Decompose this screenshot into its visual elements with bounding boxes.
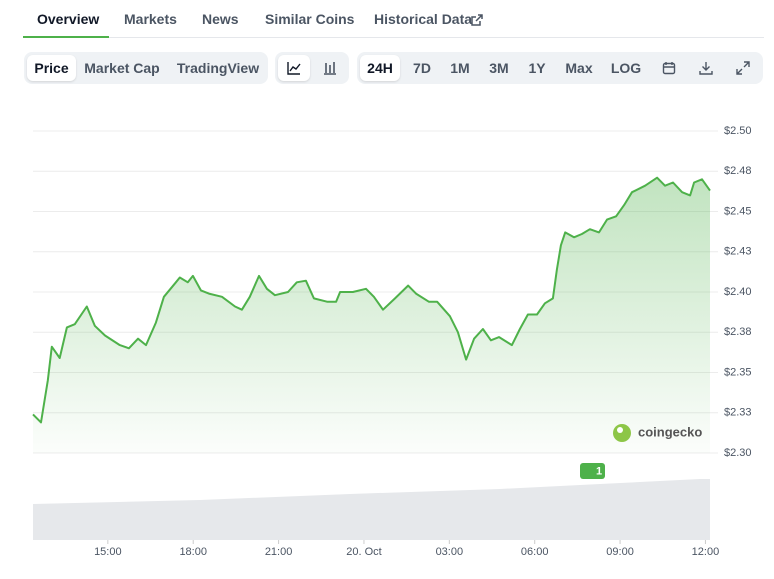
- x-tick-label: 12:00: [692, 546, 720, 558]
- line-chart-button[interactable]: [278, 55, 310, 81]
- y-tick-label: $2.35: [724, 366, 752, 378]
- line-icon: [287, 62, 301, 75]
- view-button[interactable]: Market Cap: [84, 60, 160, 76]
- tab-divider: [23, 37, 764, 38]
- candle-chart-button[interactable]: [314, 55, 346, 81]
- range-button[interactable]: 3M: [489, 60, 509, 76]
- range-button[interactable]: 1Y: [528, 60, 546, 76]
- candle-icon: [324, 62, 336, 75]
- y-tick-label: $2.43: [724, 246, 752, 258]
- tab[interactable]: Similar Coins: [265, 11, 355, 27]
- y-tick-label: $2.40: [724, 286, 752, 298]
- tab[interactable]: News: [202, 11, 239, 27]
- tab[interactable]: Overview: [37, 11, 100, 27]
- y-tick-label: $2.50: [724, 125, 752, 137]
- view-button[interactable]: Price: [27, 55, 76, 81]
- logo-icon: [613, 424, 631, 442]
- price-area: [33, 177, 710, 453]
- y-tick-label: $2.48: [724, 165, 752, 177]
- x-tick-label: 21:00: [265, 546, 293, 558]
- y-tick-label: $2.30: [724, 447, 752, 459]
- watermark: coingecko: [638, 424, 702, 439]
- x-tick-label: 18:00: [179, 546, 207, 558]
- calendar-button[interactable]: [655, 55, 683, 81]
- x-tick-label: 03:00: [436, 546, 464, 558]
- x-tick-label: 06:00: [521, 546, 549, 558]
- fullscreen-button[interactable]: [729, 55, 757, 81]
- download-icon: [699, 62, 713, 75]
- view-group: Price Market Cap TradingView: [24, 52, 268, 84]
- range-group: 24H 7D 1M 3M 1Y Max LOG: [357, 52, 763, 84]
- x-tick-label: 09:00: [606, 546, 634, 558]
- range-button[interactable]: LOG: [610, 60, 642, 76]
- y-tick-label: $2.33: [724, 407, 752, 419]
- active-tab-underline: [23, 36, 109, 38]
- y-tick-label: $2.45: [724, 205, 752, 217]
- news-marker[interactable]: [580, 463, 605, 479]
- y-tick-label: $2.38: [724, 326, 752, 338]
- logo-eye: [617, 427, 623, 433]
- x-tick-label: 15:00: [94, 546, 122, 558]
- news-marker-count: 1: [596, 465, 602, 477]
- view-button[interactable]: TradingView: [176, 60, 260, 76]
- download-button[interactable]: [692, 55, 720, 81]
- range-button[interactable]: 1M: [450, 60, 470, 76]
- x-tick-label: 20. Oct: [346, 546, 381, 558]
- range-button[interactable]: 7D: [413, 60, 431, 76]
- tab[interactable]: Historical Data: [374, 11, 473, 27]
- tab[interactable]: Markets: [124, 11, 177, 27]
- volume-band: [33, 479, 710, 540]
- price-line: [32, 176, 711, 424]
- chart-style-group: [275, 52, 349, 84]
- range-button[interactable]: 24H: [360, 55, 400, 81]
- external-link-icon: [471, 14, 483, 26]
- calendar-icon: [662, 62, 676, 75]
- range-button[interactable]: Max: [565, 60, 593, 76]
- expand-icon: [736, 61, 750, 75]
